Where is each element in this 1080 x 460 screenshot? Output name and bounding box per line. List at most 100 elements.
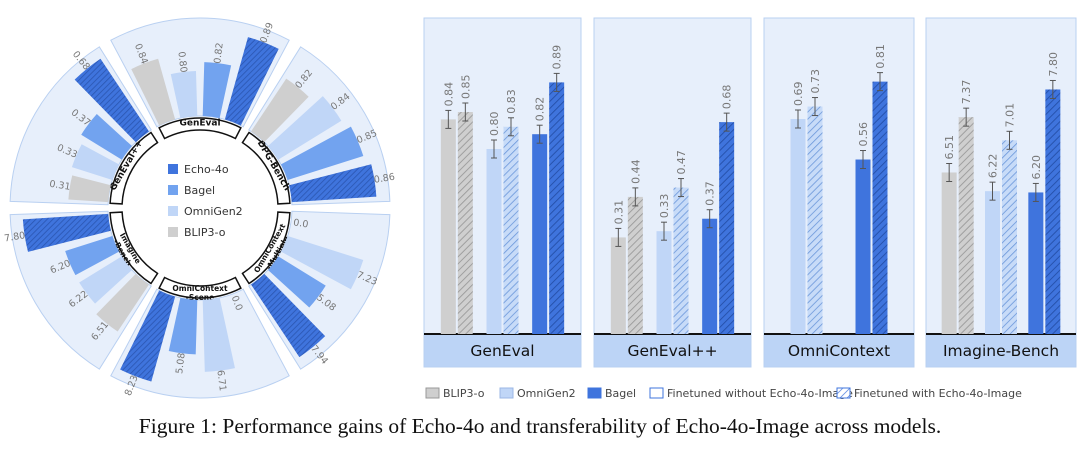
- panel-label: Imagine-Bench: [943, 342, 1059, 360]
- sector-label: GenEval: [179, 119, 220, 129]
- bar-bagel-finetuned: [872, 81, 888, 334]
- panel-label: OmniContext: [788, 342, 890, 360]
- bar-value-label: 0.47: [675, 150, 688, 175]
- radial-value-label: 6.71: [214, 369, 227, 391]
- bar-value-label: 0.69: [792, 82, 805, 107]
- bar-value-label: 0.44: [629, 159, 642, 184]
- bar-value-label: 0.56: [857, 122, 870, 147]
- radial-value-label: 5.08: [174, 352, 187, 374]
- bar-blip3-o-finetuned: [627, 196, 643, 334]
- bar-value-label: 7.01: [1004, 103, 1017, 128]
- bar-panel-geneval-: GenEval++ 0.31 0.44 0.33 0.47 0.37 0.68: [593, 17, 752, 368]
- radial-bar-omnigen2: [79, 256, 132, 304]
- radial-bar-blip3-o: [68, 175, 111, 203]
- bar-blip3-o-finetuned: [958, 117, 974, 334]
- panel-background: [763, 17, 915, 335]
- sector-label-band: [158, 276, 242, 299]
- bar-omnigen2-finetuned: [503, 126, 519, 334]
- bar-legend-label: OmniGen2: [517, 387, 576, 400]
- bar-value-label: 6.22: [987, 154, 1000, 179]
- bar-bagel-base: [702, 218, 718, 334]
- bar-omnigen2-finetuned: [1002, 140, 1017, 334]
- panel-label-box: [593, 333, 752, 368]
- radial-bar-bagel: [65, 235, 120, 276]
- radial-value-label: 0.31: [49, 179, 72, 193]
- radial-value-label: 0.80: [175, 51, 188, 73]
- radial-bar-echo-4o: [120, 290, 176, 382]
- bar-omnigen2-base: [985, 191, 1000, 334]
- bar-value-label: 0.82: [534, 97, 547, 122]
- bar-legend-swatch: [836, 387, 851, 399]
- bar-bagel-base: [855, 159, 871, 334]
- bar-value-label: 6.51: [943, 135, 956, 160]
- panel-label-box: [763, 333, 915, 368]
- bar-panel-imagine-bench: Imagine-Bench 6.51 7.37 6.22 7.01 6.20 7.80: [925, 17, 1077, 368]
- bar-bagel-finetuned: [1045, 89, 1061, 334]
- radial-bar-echo-4o: [251, 273, 326, 358]
- bar-legend-swatch: [649, 387, 664, 399]
- bar-value-label: 0.83: [505, 89, 518, 114]
- radial-sector-geneval-: GenEval++0.310.330.370.68: [9, 46, 159, 206]
- radial-bar-omnigen2: [268, 96, 342, 160]
- bar-value-label: 0.81: [874, 44, 887, 69]
- sector-label-band: [158, 117, 242, 140]
- legend-label: OmniGen2: [184, 205, 243, 218]
- bar-legend-label: Finetuned with Echo-4o-Image: [854, 387, 1022, 400]
- sector-label-band: [241, 131, 291, 205]
- bar-panel-geneval: GenEval 0.84 0.85 0.80 0.83 0.82 0.89: [423, 17, 582, 368]
- bar-value-label: 0.84: [442, 82, 455, 107]
- legend-label: BLIP3-o: [184, 226, 226, 239]
- radial-value-label: 0.86: [373, 172, 396, 186]
- sector-label-band: [109, 211, 159, 285]
- bar-value-label: 0.85: [459, 75, 472, 100]
- bar-omnigen2-finetuned: [807, 106, 823, 335]
- bar-panels-chart: GenEval 0.84 0.85 0.80 0.83 0.82 0.89 GenEval++…: [423, 17, 1077, 400]
- radial-bar-blip3-o: [131, 58, 176, 126]
- legend-swatch: [168, 164, 178, 174]
- legend-label: Bagel: [184, 184, 215, 197]
- radial-bar-bagel: [268, 256, 326, 308]
- radial-bar-echo-4o: [289, 164, 377, 203]
- bar-value-label: 0.37: [704, 181, 717, 206]
- radial-bar-blip3-o: [251, 78, 309, 143]
- panel-label: GenEval: [470, 342, 534, 360]
- bar-omnigen2-base: [790, 119, 806, 334]
- bar-blip3-o-base: [610, 237, 626, 334]
- sector-label: OmniContext -Scene: [172, 284, 228, 302]
- bar-panel-omnicontext: OmniContext 0.69 0.73 0.56 0.81: [763, 17, 915, 368]
- figure-caption: Figure 1: Performance gains of Echo-4o a…: [138, 414, 942, 438]
- bar-legend-label: Bagel: [605, 387, 636, 400]
- bar-legend-swatch: [587, 387, 602, 399]
- radial-bar-echo-4o: [22, 213, 111, 252]
- radial-value-label: 0.0: [229, 294, 245, 312]
- bar-value-label: 0.73: [809, 69, 822, 94]
- bar-value-label: 6.20: [1030, 155, 1043, 180]
- bar-legend: BLIP3-o OmniGen2 Bagel Finetuned without Ec…: [425, 387, 1022, 400]
- panel-label: GenEval++: [627, 342, 717, 360]
- bar-legend-swatch: [499, 387, 514, 399]
- bar-value-label: 0.80: [488, 112, 501, 137]
- panel-label-box: [925, 333, 1077, 368]
- bar-omnigen2-base: [656, 231, 672, 334]
- bar-omnigen2-finetuned: [673, 187, 689, 334]
- bar-bagel-finetuned: [549, 82, 565, 335]
- legend-swatch: [168, 206, 178, 216]
- radial-bar-blip3-o: [96, 273, 149, 332]
- sector-label-band: [109, 131, 159, 205]
- radial-bar-bagel: [81, 114, 132, 160]
- radial-bar-bagel: [168, 297, 198, 355]
- bar-legend-swatch: [425, 387, 440, 399]
- bar-value-label: 0.89: [551, 45, 564, 70]
- bar-value-label: 7.80: [1047, 52, 1060, 77]
- radial-value-label: 7.80: [4, 230, 27, 244]
- radial-bar-omnigen2: [202, 297, 235, 372]
- bar-bagel-base: [1028, 192, 1044, 334]
- radial-bar-bagel: [202, 62, 232, 119]
- bar-value-label: 0.68: [721, 85, 734, 110]
- bar-blip3-o-base: [440, 119, 456, 335]
- bar-blip3-o-base: [941, 172, 957, 334]
- bar-bagel-finetuned: [719, 122, 735, 334]
